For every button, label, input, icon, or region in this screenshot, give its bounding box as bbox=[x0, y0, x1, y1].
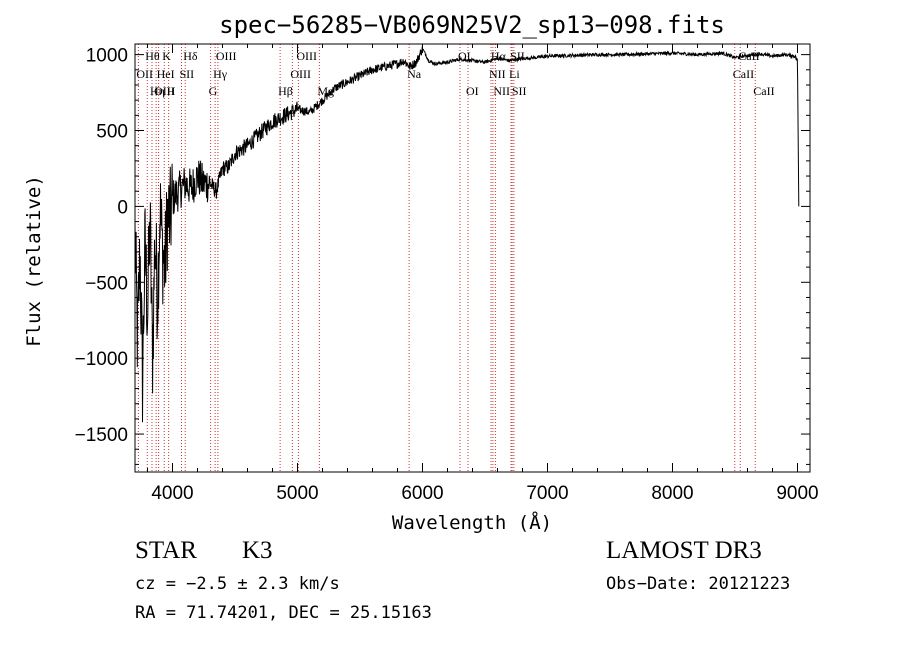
line-marker-label: SII bbox=[180, 67, 195, 81]
y-axis-label: Flux (relative) bbox=[23, 175, 45, 347]
x-tick-label: 5000 bbox=[276, 483, 318, 504]
line-marker-label: OIII bbox=[216, 49, 237, 63]
sky-coordinates: RA = 71.74201, DEC = 25.15163 bbox=[135, 603, 432, 623]
line-marker-label: G bbox=[209, 84, 218, 98]
y-tick-label: 500 bbox=[96, 122, 128, 143]
y-tick-label: −500 bbox=[85, 273, 128, 294]
line-marker-label: Na bbox=[407, 67, 422, 81]
spectrum-line bbox=[134, 45, 800, 423]
line-marker-label: CaII bbox=[733, 67, 754, 81]
redshift-cz: cz = −2.5 ± 2.3 km/s bbox=[135, 574, 340, 594]
x-axis: 4000 5000 6000 7000 8000 9000 bbox=[147, 44, 819, 504]
x-tick-label: 8000 bbox=[651, 483, 693, 504]
x-tick-label: 9000 bbox=[776, 483, 818, 504]
line-marker-label: K bbox=[162, 49, 171, 63]
plot-frame bbox=[134, 43, 811, 473]
line-marker-label: OI bbox=[466, 84, 479, 98]
survey-name: LAMOST DR3 bbox=[606, 537, 762, 564]
line-marker-label: OIII bbox=[154, 84, 175, 98]
line-marker-label: Hη bbox=[150, 84, 165, 98]
line-marker-label: OII bbox=[136, 67, 153, 81]
line-marker-label: NII bbox=[489, 67, 506, 81]
line-markers bbox=[137, 44, 756, 472]
x-axis-label: Wavelength (Å) bbox=[392, 511, 552, 534]
y-tick-label: 1000 bbox=[86, 46, 128, 67]
object-class: STAR bbox=[135, 537, 197, 564]
x-tick-label: 6000 bbox=[401, 483, 443, 504]
y-tick-label: −1500 bbox=[75, 425, 128, 446]
x-tick-label: 4000 bbox=[151, 483, 193, 504]
y-axis: 1000 500 0 −500 −1000 −1500 bbox=[75, 46, 810, 465]
observation-date: Obs−Date: 20121223 bbox=[606, 574, 791, 594]
object-subclass: K3 bbox=[242, 537, 273, 564]
line-marker-label: OIII bbox=[296, 49, 317, 63]
line-marker-label: CaII bbox=[753, 84, 774, 98]
y-tick-label: 0 bbox=[117, 197, 128, 218]
line-marker-label: Hδ bbox=[183, 49, 198, 63]
line-marker-label: Li bbox=[509, 67, 520, 81]
y-tick-label: −1000 bbox=[75, 349, 128, 370]
line-marker-label: HeI bbox=[157, 67, 175, 81]
chart-title: spec−56285−VB069N25V2_sp13−098.fits bbox=[219, 11, 725, 39]
line-marker-label: Hθ bbox=[145, 49, 160, 63]
line-marker-label: NII bbox=[493, 84, 510, 98]
line-marker-label: OIII bbox=[290, 67, 311, 81]
line-marker-label: SII bbox=[512, 84, 527, 98]
line-marker-label: Hγ bbox=[213, 67, 228, 81]
line-marker-label: Hα bbox=[491, 49, 507, 63]
line-marker-label: H bbox=[167, 84, 176, 98]
x-tick-label: 7000 bbox=[526, 483, 568, 504]
line-marker-label: Hβ bbox=[278, 84, 293, 98]
